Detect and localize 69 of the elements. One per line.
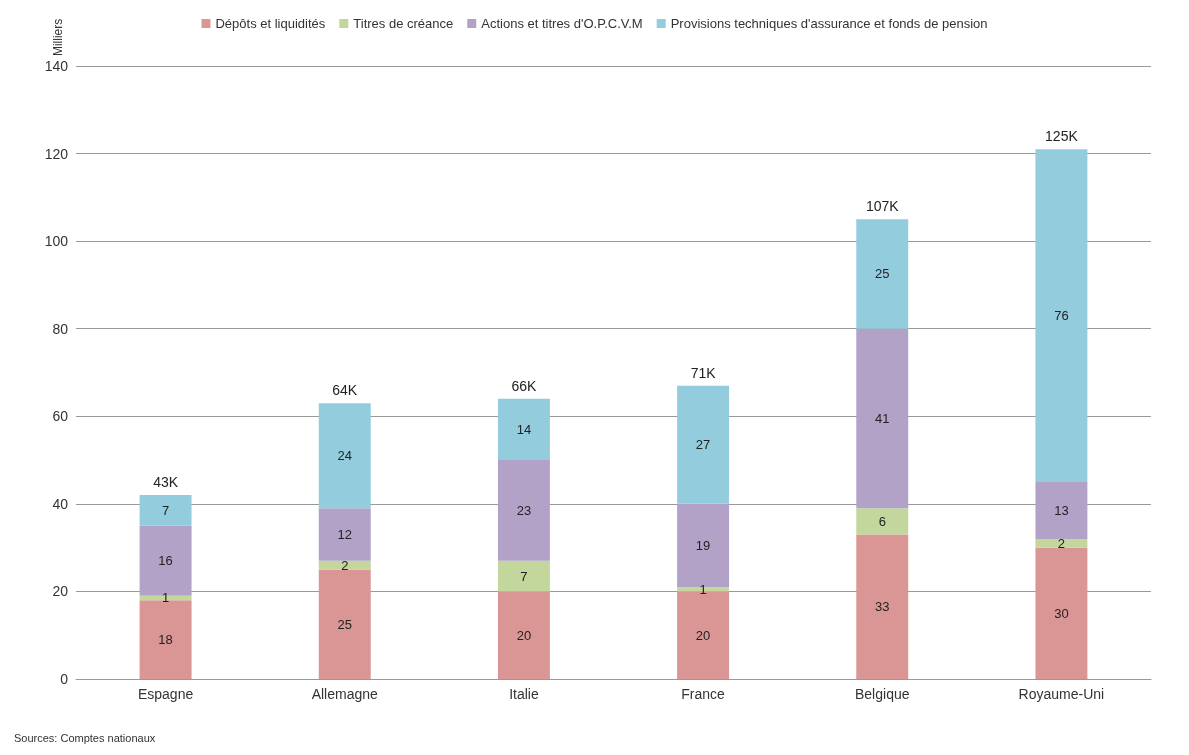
- data-label: 18: [158, 632, 173, 648]
- x-tick-label: Espagne: [137, 686, 194, 702]
- data-label: 13: [1054, 502, 1069, 518]
- y-tick-label: 80: [52, 320, 69, 337]
- x-tick-label: France: [681, 686, 726, 702]
- bar: [1035, 547, 1088, 679]
- data-label: 12: [337, 527, 352, 543]
- data-label: 6: [878, 513, 886, 529]
- annotation: 71K: [690, 364, 717, 381]
- y-tick-label: 100: [44, 233, 69, 250]
- legend-label: Provisions techniques d'assurance et fonds de pension: [670, 16, 988, 31]
- data-label: 24: [337, 448, 352, 464]
- bar: [1035, 481, 1088, 539]
- x-tick-label: Royaume-Uni: [1018, 686, 1105, 702]
- annotation: 64K: [332, 382, 358, 399]
- y-tick-label: 120: [44, 145, 69, 162]
- data-label: 25: [875, 266, 890, 282]
- data-label: 14: [516, 421, 532, 437]
- bar: [856, 508, 909, 535]
- data-label: 1: [161, 590, 170, 606]
- y-tick-label: 60: [52, 408, 69, 425]
- data-label: 23: [516, 502, 532, 518]
- y-tick-label: 40: [52, 495, 69, 512]
- annotation: 107K: [865, 198, 900, 215]
- bar: [677, 385, 730, 504]
- data-label: 76: [1054, 308, 1069, 324]
- bar: [497, 591, 550, 679]
- data-label: 7: [520, 568, 528, 584]
- data-label: 19: [695, 537, 711, 553]
- annotation: 43K: [153, 474, 179, 491]
- data-label: 1: [699, 581, 707, 597]
- bar: [856, 534, 909, 679]
- legend-label: Titres de créance: [353, 16, 454, 31]
- data-label: 2: [1057, 535, 1066, 551]
- bar: [318, 508, 371, 561]
- y-axis-title: Milliers: [51, 18, 65, 57]
- bar: [318, 569, 371, 679]
- legend-label: Dépôts et liquidités: [215, 16, 326, 31]
- annotation: 66K: [511, 377, 538, 394]
- bar: [497, 398, 550, 461]
- data-label: 7: [161, 502, 170, 518]
- bar: [497, 460, 550, 561]
- source-note: Sources: Comptes nationaux: [14, 731, 156, 744]
- bar: [856, 219, 909, 329]
- data-label: 33: [875, 599, 890, 615]
- bar: [318, 403, 371, 509]
- bar: [497, 560, 550, 592]
- data-label: 20: [695, 627, 711, 643]
- x-tick-label: Italie: [509, 686, 539, 702]
- data-label: 30: [1054, 605, 1069, 621]
- data-label: 2: [341, 557, 349, 573]
- bar: [139, 495, 192, 526]
- bar: [856, 328, 909, 509]
- y-tick-label: 20: [52, 583, 69, 600]
- x-tick-label: Allemagne: [311, 686, 379, 702]
- data-label: 16: [158, 553, 173, 569]
- y-tick-label: 0: [60, 671, 69, 687]
- data-label: 20: [516, 627, 532, 643]
- bar: [1035, 538, 1088, 548]
- data-label: 27: [695, 437, 711, 453]
- x-tick-label: Belgique: [855, 686, 910, 702]
- legend-label: Actions et titres d'O.P.C.V.M: [481, 16, 643, 31]
- data-label: 41: [875, 410, 890, 426]
- bar: [318, 560, 371, 570]
- data-label: 25: [337, 616, 352, 632]
- y-tick-label: 140: [44, 58, 69, 74]
- bar: [1035, 149, 1088, 482]
- bar: [139, 600, 192, 679]
- annotation: 125K: [1045, 128, 1079, 145]
